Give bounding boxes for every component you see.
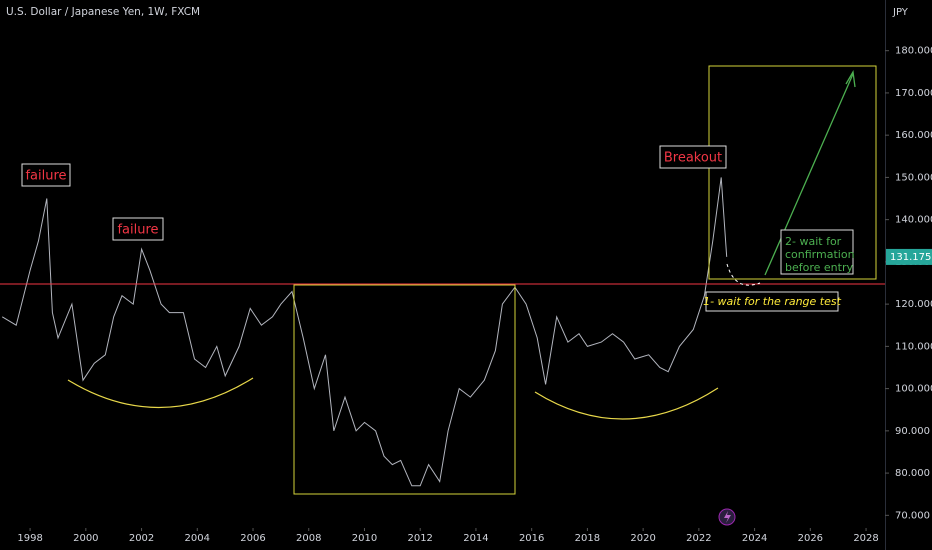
target-box — [708, 65, 877, 280]
arc-left — [67, 377, 254, 409]
y-tick-label: 170.000 — [895, 88, 932, 99]
y-tick-label: 150.000 — [895, 172, 932, 183]
x-tick-label: 2026 — [798, 533, 823, 544]
note: 2- wait for — [785, 235, 842, 248]
chart-title: U.S. Dollar / Japanese Yen, 1W, FXCM — [6, 6, 200, 18]
x-tick-label: 2004 — [185, 533, 210, 544]
x-tick-label: 2016 — [519, 533, 544, 544]
x-tick-label: 2006 — [240, 533, 265, 544]
y-tick-label: 70.000 — [895, 510, 930, 521]
y-tick-label: 120.000 — [895, 299, 932, 310]
y-tick-label: 110.000 — [895, 341, 932, 352]
y-tick-label: 180.000 — [895, 46, 932, 57]
x-tick-label: 2028 — [853, 533, 878, 544]
event-icon-bolt — [724, 511, 731, 523]
x-tick-label: 2020 — [630, 533, 655, 544]
y-tick-label: 100.000 — [895, 384, 932, 395]
note-box — [705, 291, 839, 312]
x-tick-label: 2012 — [407, 533, 432, 544]
x-tick-label: 2010 — [352, 533, 377, 544]
note: Breakout — [664, 151, 722, 166]
note: before entry — [785, 261, 853, 274]
note: confirmation — [785, 248, 855, 261]
y-tick-label: 90.000 — [895, 426, 930, 437]
y-tick-label: 140.000 — [895, 215, 932, 226]
x-tick-label: 2022 — [686, 533, 711, 544]
x-tick-label: 2002 — [129, 533, 154, 544]
note-box — [21, 163, 71, 187]
arrow-head — [845, 70, 856, 88]
note: 1- wait for the range test — [703, 295, 842, 308]
last-price-box — [886, 248, 932, 265]
x-tick-label: 1998 — [17, 533, 42, 544]
note: failure — [25, 169, 66, 184]
x-tick-label: 2008 — [296, 533, 321, 544]
y-axis-label: JPY — [892, 7, 909, 18]
note-box — [112, 217, 164, 241]
price-line — [1, 177, 728, 487]
target-arrow — [764, 73, 854, 276]
note: failure — [117, 223, 158, 238]
y-tick-label: 160.000 — [895, 130, 932, 141]
note-box — [659, 145, 727, 169]
note-box — [780, 229, 854, 275]
x-tick-label: 2024 — [742, 533, 767, 544]
x-tick-label: 2014 — [463, 533, 488, 544]
arc-right — [534, 387, 719, 420]
range-box — [293, 284, 516, 495]
x-tick-label: 2000 — [73, 533, 98, 544]
x-tick-label: 2018 — [575, 533, 600, 544]
y-tick-label: 80.000 — [895, 468, 930, 479]
last-price-label: 131.175 — [890, 252, 931, 263]
